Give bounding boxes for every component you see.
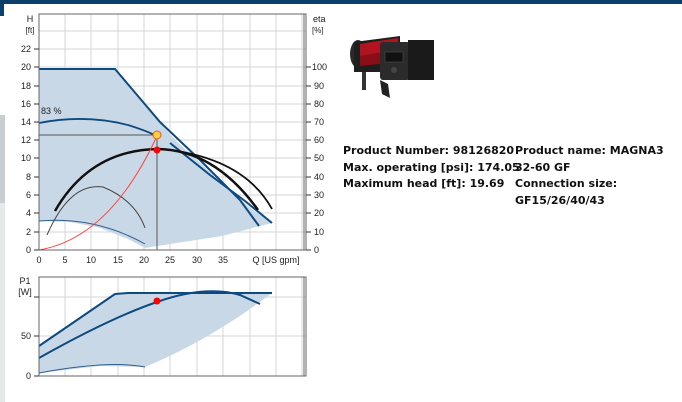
efficiency-curve-outer [169, 149, 273, 210]
svg-text:20: 20 [314, 208, 324, 218]
head-axis-unit: [ft] [26, 26, 35, 35]
power-plot-frame [38, 276, 307, 377]
svg-text:5: 5 [62, 255, 67, 265]
left-background-panel [0, 115, 5, 203]
head-axis-label: H [27, 14, 34, 24]
svg-text:90: 90 [314, 81, 324, 91]
max-head-curve [39, 68, 260, 227]
svg-text:30: 30 [314, 190, 324, 200]
connection-size: Connection size: GF15/26/40/43 [515, 177, 618, 207]
left-background-panel-lower [0, 203, 5, 402]
efficiency-point[interactable] [153, 146, 161, 154]
svg-text:100: 100 [312, 62, 327, 72]
svg-text:6: 6 [26, 190, 31, 200]
svg-text:0: 0 [314, 245, 319, 255]
product-name: Product name: MAGNA3 32-60 GF [515, 144, 664, 174]
duty-point[interactable] [152, 130, 162, 140]
svg-text:35: 35 [218, 255, 228, 265]
svg-text:16: 16 [21, 99, 31, 109]
svg-text:4: 4 [26, 208, 31, 218]
power-axis-label: P1 [19, 276, 30, 286]
svg-text:70: 70 [314, 117, 324, 127]
svg-text:12: 12 [21, 135, 31, 145]
svg-text:50: 50 [314, 153, 324, 163]
efficiency-low-curve [46, 186, 146, 236]
svg-text:18: 18 [21, 81, 31, 91]
svg-text:50: 50 [21, 331, 31, 341]
svg-text:25: 25 [165, 255, 175, 265]
svg-text:0: 0 [26, 245, 31, 255]
left-edge-bar [0, 4, 4, 16]
power-area [39, 293, 272, 373]
efficiency-label: 83 % [41, 106, 62, 116]
proportional-curve [38, 118, 157, 137]
svg-text:2: 2 [26, 227, 31, 237]
svg-text:80: 80 [314, 99, 324, 109]
eta-y-ticks: 0 10 20 30 40 50 60 70 80 90 100 [312, 62, 327, 255]
svg-text:22: 22 [21, 44, 31, 54]
svg-text:60: 60 [314, 135, 324, 145]
svg-text:20: 20 [139, 255, 149, 265]
head-efficiency-chart: 0 2 4 6 8 10 12 14 16 18 20 22 H [ft] 0 … [21, 13, 327, 265]
svg-text:30: 30 [192, 255, 202, 265]
svg-text:0: 0 [26, 371, 31, 381]
svg-text:15: 15 [113, 255, 123, 265]
flow-x-ticks: 0 5 10 15 20 25 30 35 [36, 255, 228, 265]
svg-text:14: 14 [21, 117, 31, 127]
svg-text:0: 0 [36, 255, 41, 265]
svg-text:40: 40 [314, 172, 324, 182]
power-axis-unit: [W] [18, 287, 32, 297]
svg-text:8: 8 [26, 172, 31, 182]
max-power-curve [38, 292, 272, 347]
max-operating-pressure: Max. operating [psi]: 174.05 [343, 160, 520, 174]
operating-area [39, 69, 272, 248]
system-curve [38, 135, 158, 251]
max-head-curve-2 [169, 142, 273, 224]
eta-axis-label: eta [313, 14, 326, 24]
product-details: Product name: MAGNA3 32-60 GF Connection… [515, 143, 675, 209]
power-y-ticks: 0 50 [21, 331, 31, 381]
svg-text:20: 20 [21, 62, 31, 72]
svg-text:10: 10 [86, 255, 96, 265]
maximum-head: Maximum head [ft]: 19.69 [343, 177, 505, 190]
head-plot-frame [38, 13, 307, 251]
power-duty-point[interactable] [153, 297, 161, 305]
product-number: Product Number: 98126820 [343, 144, 515, 157]
pump-product-image [350, 36, 434, 98]
head-y-ticks: 0 2 4 6 8 10 12 14 16 18 20 22 [21, 44, 31, 255]
eta-axis-unit: [%] [312, 26, 324, 35]
product-specs: Product Number: 98126820 Max. operating … [343, 143, 520, 193]
min-power-curve [38, 364, 146, 374]
power-chart: P1 [W] 0 50 [18, 276, 307, 381]
top-header-bar [0, 0, 682, 4]
svg-text:10: 10 [314, 227, 324, 237]
svg-text:10: 10 [21, 153, 31, 163]
flow-axis-label: Q [US gpm] [252, 255, 299, 265]
